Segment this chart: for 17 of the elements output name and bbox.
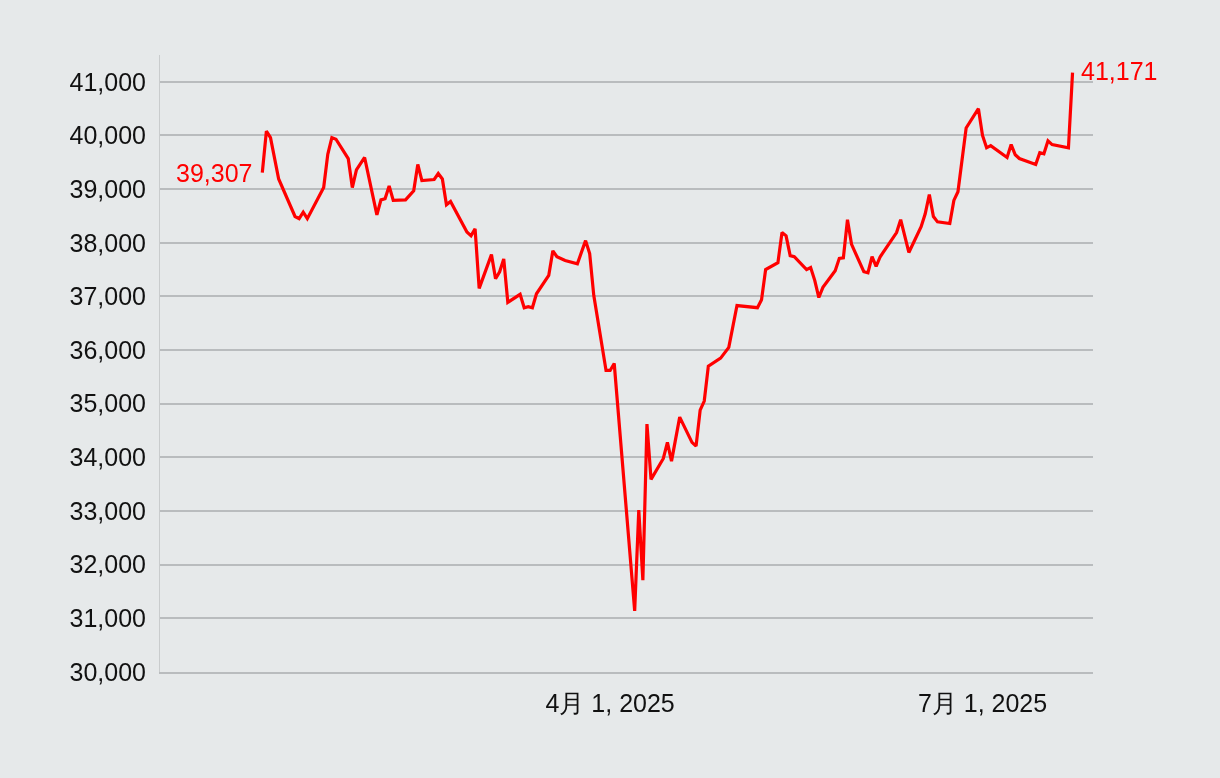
y-tick-label: 41,000	[69, 67, 146, 96]
y-tick-label: 32,000	[69, 550, 146, 579]
y-tick-label: 34,000	[69, 443, 146, 472]
y-tick-label: 40,000	[69, 121, 146, 150]
data-label: 39,307	[176, 159, 253, 187]
y-tick-label: 36,000	[69, 335, 146, 364]
y-tick-label: 39,000	[69, 174, 146, 203]
y-tick-label: 35,000	[69, 389, 146, 418]
y-tick-label: 31,000	[69, 604, 146, 633]
x-tick-label: 4月 1, 2025	[545, 689, 675, 717]
y-tick-label: 33,000	[69, 496, 146, 525]
y-tick-label: 30,000	[69, 657, 146, 686]
line-series	[260, 71, 1075, 613]
y-tick-label: 37,000	[69, 282, 146, 311]
y-tick-label: 38,000	[69, 228, 146, 257]
x-tick-label: 7月 1, 2025	[917, 689, 1048, 717]
data-label: 41,171	[1081, 57, 1158, 85]
